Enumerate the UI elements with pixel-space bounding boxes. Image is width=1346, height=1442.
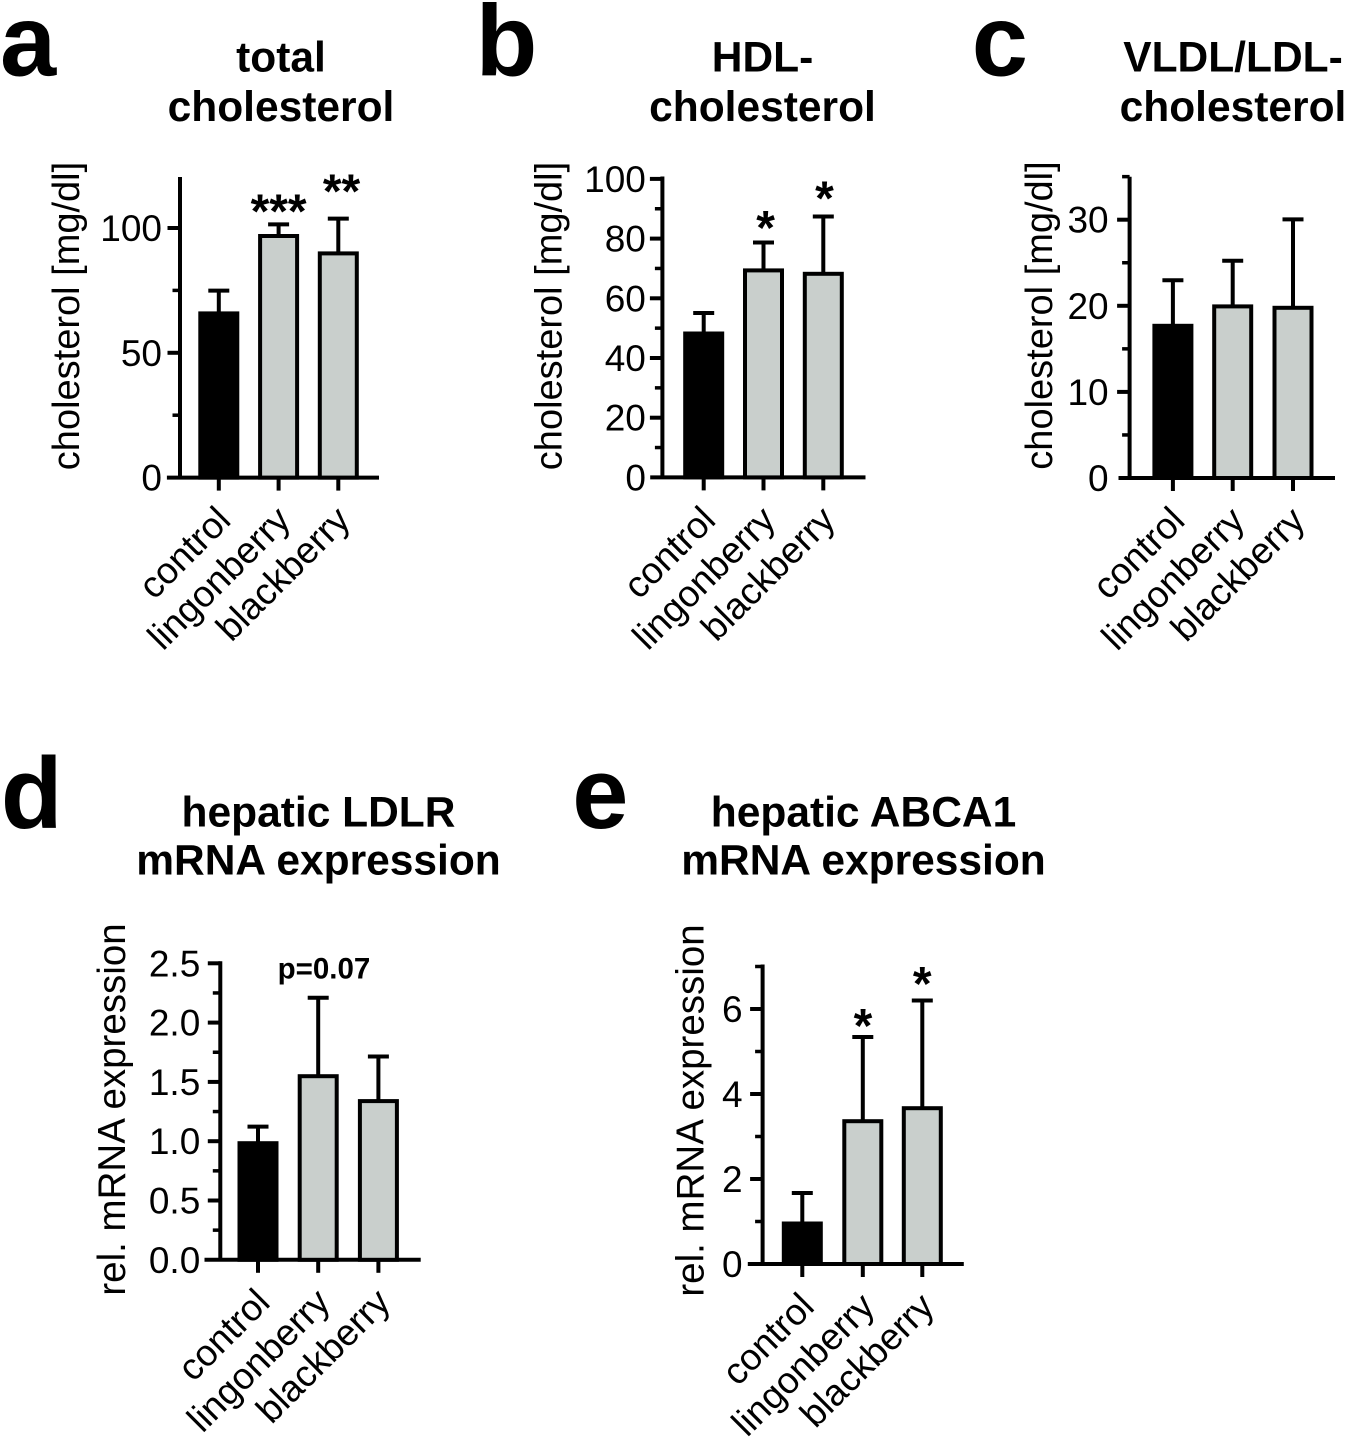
svg-text:40: 40: [605, 338, 646, 379]
svg-text:0: 0: [141, 458, 162, 499]
svg-text:HDL-: HDL-: [712, 35, 814, 82]
svg-text:b: b: [476, 0, 538, 97]
svg-text:*: *: [815, 173, 834, 226]
svg-text:100: 100: [100, 208, 162, 249]
svg-text:mRNA expression: mRNA expression: [136, 838, 501, 885]
svg-text:60: 60: [605, 278, 646, 319]
svg-text:p=0.07: p=0.07: [278, 953, 371, 986]
svg-text:cholesterol: cholesterol: [168, 84, 395, 131]
svg-text:mRNA expression: mRNA expression: [681, 838, 1046, 885]
svg-text:20: 20: [605, 398, 646, 439]
svg-text:6: 6: [722, 989, 743, 1030]
svg-text:total: total: [236, 35, 326, 82]
svg-text:0.0: 0.0: [149, 1240, 200, 1281]
svg-text:**: **: [323, 165, 361, 218]
svg-text:0: 0: [625, 457, 646, 498]
svg-text:10: 10: [1067, 372, 1108, 413]
svg-text:30: 30: [1067, 200, 1108, 241]
svg-text:*: *: [913, 958, 932, 1011]
svg-text:cholesterol [mg/dl]: cholesterol [mg/dl]: [46, 162, 88, 470]
svg-text:*: *: [756, 202, 775, 255]
svg-text:rel. mRNA expression: rel. mRNA expression: [670, 924, 713, 1296]
svg-text:2: 2: [722, 1159, 743, 1200]
svg-text:cholesterol [mg/dl]: cholesterol [mg/dl]: [528, 162, 570, 470]
svg-text:*: *: [854, 1000, 873, 1053]
svg-text:0.5: 0.5: [149, 1181, 200, 1222]
svg-text:0: 0: [1088, 458, 1109, 499]
svg-text:cholesterol: cholesterol: [1120, 84, 1346, 131]
svg-text:1.0: 1.0: [149, 1121, 200, 1162]
svg-text:rel. mRNA expression: rel. mRNA expression: [91, 923, 134, 1295]
svg-text:1.5: 1.5: [149, 1062, 200, 1103]
svg-text:a: a: [0, 0, 57, 97]
svg-text:hepatic ABCA1: hepatic ABCA1: [711, 789, 1016, 836]
svg-text:100: 100: [584, 159, 646, 200]
svg-text:2.5: 2.5: [149, 943, 200, 984]
svg-text:VLDL/LDL-: VLDL/LDL-: [1123, 35, 1343, 82]
svg-text:***: ***: [251, 186, 307, 239]
svg-text:e: e: [572, 738, 628, 850]
svg-text:d: d: [1, 738, 63, 850]
svg-text:80: 80: [605, 219, 646, 260]
svg-text:hepatic LDLR: hepatic LDLR: [182, 789, 456, 836]
svg-text:20: 20: [1067, 286, 1108, 327]
svg-text:cholesterol [mg/dl]: cholesterol [mg/dl]: [1019, 161, 1061, 469]
svg-text:4: 4: [722, 1074, 743, 1115]
svg-text:50: 50: [121, 333, 162, 374]
svg-text:0: 0: [722, 1244, 743, 1285]
svg-text:c: c: [972, 0, 1028, 97]
svg-text:cholesterol: cholesterol: [649, 84, 876, 131]
svg-text:2.0: 2.0: [149, 1003, 200, 1044]
